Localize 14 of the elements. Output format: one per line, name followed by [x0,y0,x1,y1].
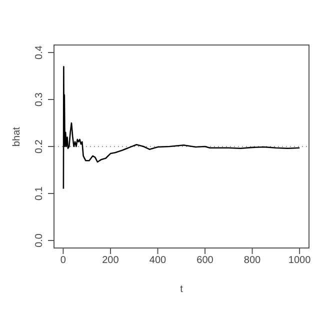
y-tick-label: 0.2 [34,139,45,154]
y-tick-label: 0.0 [34,233,45,248]
line-series [62,66,300,190]
y-tick-label: 0.1 [34,186,45,200]
x-tick-label: 600 [196,255,214,266]
x-tick-label: 1000 [288,255,312,266]
x-axis-title: t [180,284,184,295]
y-axis-title: bhat [12,126,23,146]
y-tick-label: 0.3 [34,92,45,106]
y-tick-label: 0.4 [34,45,45,60]
x-tick-label: 800 [244,255,262,266]
x-tick-label: 0 [60,255,66,266]
x-tick-label: 400 [149,255,167,266]
x-tick-label: 200 [102,255,120,266]
